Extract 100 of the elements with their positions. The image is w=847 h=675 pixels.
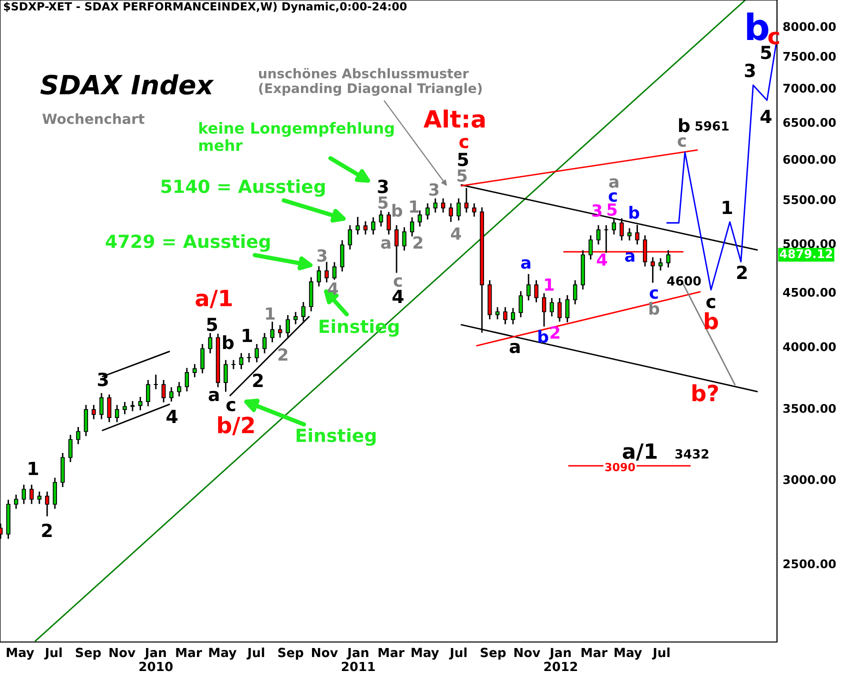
annotation: 2 — [42, 524, 52, 537]
candlestick — [278, 324, 282, 338]
annotation: 4 — [760, 110, 772, 123]
annotation: Wochenchart — [42, 113, 144, 124]
y-tick-label: 4500.00 — [783, 288, 836, 297]
x-tick-label: Nov — [110, 648, 136, 658]
candlestick — [45, 490, 50, 517]
candlestick — [107, 394, 112, 423]
annotation: Einstieg — [296, 428, 376, 446]
annotation: 3 — [98, 372, 108, 386]
x-tick-label: Jan 2011 — [342, 648, 375, 672]
annotation: 2 — [278, 348, 288, 361]
x-tick-label: Nov — [514, 648, 540, 658]
annotation: 3090 — [605, 462, 635, 472]
annotation: 1 — [545, 278, 554, 291]
annotation: 1 — [242, 328, 252, 342]
line-series — [666, 44, 777, 290]
annotation: 1 — [266, 307, 275, 320]
candlestick — [324, 261, 329, 284]
annotation: 5961 — [696, 121, 729, 131]
candlestick — [30, 484, 34, 505]
annotation: 3 — [378, 180, 388, 194]
annotation: c — [678, 137, 686, 147]
candlestick — [76, 426, 80, 445]
candlestick — [270, 321, 274, 343]
candlestick — [231, 359, 236, 370]
annotation: a/1 — [622, 444, 657, 461]
candlestick — [433, 198, 438, 214]
annotation: a — [521, 259, 530, 269]
annotation: c — [226, 400, 236, 412]
annotation: 5 — [378, 196, 388, 209]
annotation: c — [650, 289, 658, 299]
y-tick-label: 3500.00 — [783, 404, 836, 413]
annotation: 4 — [596, 253, 608, 266]
annotation: 5 — [761, 46, 772, 60]
annotation: keine Longempfehlung mehr — [199, 122, 394, 152]
candlestick — [666, 249, 670, 268]
annotation: 2 — [414, 236, 422, 249]
annotation: 4729 = Ausstieg — [106, 234, 270, 252]
annotation: unschönes Abschlussmuster (Expanding Diagonal Triangle) — [259, 68, 482, 96]
candlestick — [612, 218, 616, 236]
candlestick — [472, 202, 476, 218]
x-tick-label: Mar — [176, 648, 202, 658]
candlestick — [456, 198, 461, 222]
annotation: c — [706, 298, 716, 308]
annotation: a — [510, 342, 520, 354]
annotation: b — [649, 302, 660, 315]
x-tick-label: May — [6, 648, 34, 660]
candlestick — [154, 374, 158, 390]
candlestick — [294, 311, 298, 325]
annotation: b — [747, 12, 768, 40]
y-tick-label: 7500.00 — [783, 52, 836, 61]
annotation: 4 — [166, 410, 178, 423]
candlestick — [596, 224, 600, 246]
annotation: 5 — [207, 318, 218, 332]
x-tick-label: Nov — [312, 648, 338, 658]
candlestick — [394, 224, 399, 274]
candlestick — [386, 211, 391, 236]
candlestick — [542, 292, 546, 328]
annotation: 3 — [592, 204, 602, 217]
y-tick-label: 8000.00 — [783, 22, 836, 32]
y-tick-label: 5000.00 — [783, 239, 836, 248]
annotation: 5 — [457, 169, 467, 182]
y-tick-label: 6000.00 — [783, 154, 836, 164]
x-tick-label: Mar — [582, 648, 608, 658]
y-tick-label: 6500.00 — [783, 118, 836, 127]
annotation: 2 — [737, 266, 747, 279]
x-tick-label: Jul — [652, 648, 670, 660]
annotation: 3 — [317, 249, 326, 262]
candlestick — [526, 273, 531, 302]
annotation: b — [704, 312, 718, 330]
candlestick — [650, 256, 655, 284]
candlestick — [22, 484, 26, 505]
candlestick — [99, 392, 104, 420]
candlestick — [518, 290, 523, 318]
candlestick — [138, 396, 142, 411]
candlestick — [177, 381, 182, 398]
annotation: b/2 — [218, 416, 254, 436]
annotation: 4 — [450, 227, 462, 240]
candlestick — [588, 234, 593, 260]
annotation: a — [381, 239, 390, 249]
annotation: b? — [692, 384, 718, 402]
y-tick-label: 3000.00 — [783, 475, 836, 484]
candlestick — [356, 216, 360, 236]
candlestick — [565, 294, 570, 324]
y-tick-label: 2500.00 — [783, 559, 836, 568]
candlestick — [558, 297, 562, 322]
candlestick — [130, 400, 135, 412]
candlestick — [402, 226, 406, 252]
candlestick — [441, 198, 446, 214]
candlestick — [410, 216, 414, 238]
candlestick — [503, 306, 508, 325]
x-tick-label: Mar — [378, 648, 404, 658]
candlestick — [550, 297, 554, 318]
candlestick — [262, 332, 267, 354]
annotation: 5 — [607, 203, 617, 216]
candlestick — [573, 279, 578, 306]
annotation: 1 — [410, 200, 419, 213]
candlestick — [620, 218, 624, 242]
candlestick — [68, 434, 73, 463]
